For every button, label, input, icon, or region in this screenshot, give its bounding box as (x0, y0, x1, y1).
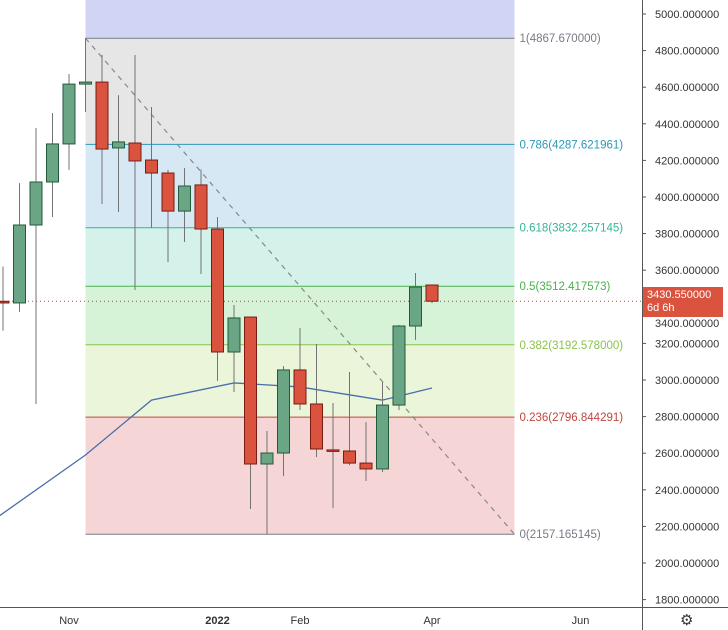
fib-zone-above (85, 0, 515, 39)
time-tick-label: 2022 (205, 615, 229, 627)
candle-up (29, 181, 43, 226)
time-tick-label: Apr (423, 615, 440, 627)
price-tick-label: 4600.000000 (655, 82, 719, 94)
price-tick-label: 2200.000000 (655, 521, 719, 533)
candle-up (13, 224, 26, 304)
fib-level-label: 0(2157.165145) (520, 529, 601, 541)
candle-down (0, 300, 10, 304)
bar-countdown: 6d 6h (647, 302, 675, 315)
fib-zone (85, 144, 515, 228)
price-tick-label: 2400.000000 (655, 485, 719, 497)
time-tick-label: Nov (59, 615, 79, 627)
candle-down (128, 142, 142, 162)
fibonacci-retracement[interactable]: 1(4867.670000) 0.786(4287.621961) 0.618(38… (0, 0, 642, 541)
price-tick-label: 3600.000000 (655, 265, 719, 277)
candles (0, 38, 439, 535)
fib-level-label: 0.618(3832.257145) (520, 223, 624, 235)
price-tick-label: 2000.000000 (655, 558, 719, 570)
candle-down (343, 450, 356, 464)
candle-up (376, 404, 389, 470)
candle-down (326, 449, 340, 452)
candle-down (293, 369, 307, 405)
candle-down (211, 228, 224, 353)
fib-level-label: 0.382(3192.578000) (520, 340, 624, 352)
price-tick-label: 4000.000000 (655, 192, 719, 204)
price-tick-label: 2800.000000 (655, 412, 719, 424)
fib-zone (85, 227, 515, 287)
candle-up (227, 317, 241, 353)
candle-down (145, 159, 158, 174)
candle-down (95, 81, 109, 150)
price-tick-label: 4800.000000 (655, 46, 719, 58)
current-price: 3430.550000 (647, 289, 712, 302)
fib-zone (85, 417, 515, 535)
current-price-badge: 3430.550000 6d 6h (643, 287, 723, 318)
price-tick-label: 4200.000000 (655, 155, 719, 167)
candle-up (277, 369, 290, 454)
time-tick-label: Jun (572, 615, 590, 627)
candle-up (46, 143, 59, 183)
price-tick-label: 2600.000000 (655, 448, 719, 460)
candle-down (194, 184, 208, 230)
candle-down (161, 172, 175, 212)
candle-up (409, 286, 422, 327)
candle-up (79, 81, 92, 85)
candle-down (310, 403, 323, 450)
time-tick-label: Feb (291, 615, 310, 627)
fib-level-label: 0.786(4287.621961) (520, 139, 624, 151)
price-tick-label: 3200.000000 (655, 338, 719, 350)
fib-level-label: 0.236(2796.844291) (520, 412, 624, 424)
candle-down (244, 316, 257, 465)
price-tick-label: 3000.000000 (655, 375, 719, 387)
price-tick-label: 5000.000000 (655, 9, 719, 21)
price-tick-label: 3400.000000 (655, 318, 719, 330)
candle-up (178, 185, 191, 212)
price-tick-label: 3800.000000 (655, 229, 719, 241)
fib-level-label: 1(4867.670000) (520, 33, 601, 45)
fib-zone (85, 38, 515, 145)
candle-up (112, 141, 125, 149)
candle-down (425, 284, 439, 302)
fib-level-label: 0.5(3512.417573) (520, 281, 611, 293)
candle-down (359, 462, 373, 470)
candle-up (62, 83, 76, 145)
candle-up (392, 325, 406, 406)
candle-up (260, 452, 274, 465)
price-tick-label: 4400.000000 (655, 119, 719, 131)
gear-icon[interactable]: ⚙ (680, 612, 694, 629)
price-tick-label: 1800.000000 (655, 595, 719, 607)
